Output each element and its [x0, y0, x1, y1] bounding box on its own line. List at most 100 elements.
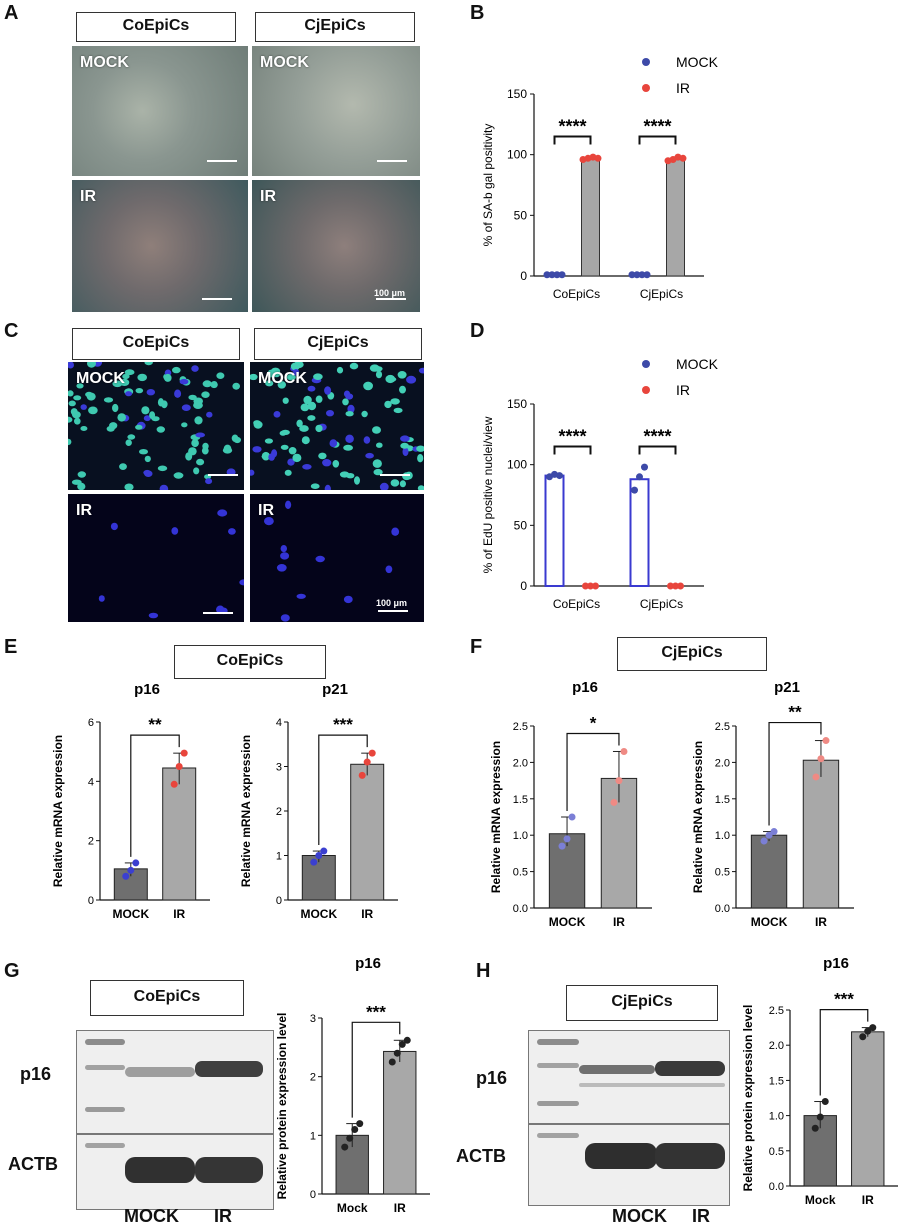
lane-label-mock: MOCK [124, 1206, 179, 1226]
x-tick-label: IR [815, 915, 827, 926]
nucleus [296, 593, 306, 599]
label-cjepics-f: CjEpiCs [617, 637, 767, 671]
data-point [568, 813, 576, 821]
micro-label: MOCK [258, 370, 307, 387]
y-tick-label: 2.0 [715, 757, 730, 769]
legend-label: IR [676, 80, 690, 96]
nucleus [322, 459, 332, 467]
nucleus [318, 452, 327, 460]
scale-bar [208, 474, 238, 476]
nucleus [265, 380, 274, 387]
micrograph-a-cjepics-mock: MOCK [252, 46, 420, 176]
nucleus [228, 528, 236, 535]
bar [162, 767, 197, 901]
nucleus [390, 398, 400, 405]
y-tick-label: 0 [88, 895, 94, 907]
panel-letter-d: D [470, 320, 485, 342]
blot-label-actb: ACTB [8, 1154, 58, 1174]
x-tick-label: IR [173, 907, 185, 920]
nucleus [277, 381, 286, 389]
nucleus [119, 463, 127, 470]
data-point [341, 1143, 349, 1151]
nucleus [375, 370, 383, 379]
nucleus [250, 373, 258, 381]
panel-letter-f: F [470, 636, 483, 658]
nucleus [280, 545, 287, 553]
nuclei-field [68, 362, 241, 490]
chart-title: p16 [355, 955, 381, 972]
data-point [310, 858, 318, 866]
nucleus [202, 380, 212, 388]
nucleus [80, 426, 88, 431]
nucleus [87, 362, 96, 368]
y-tick-label: 0 [520, 579, 527, 593]
data-point [592, 582, 599, 590]
nucleus [179, 378, 189, 385]
nucleus [390, 479, 400, 487]
y-tick-label: 2.5 [715, 721, 730, 733]
data-point [558, 842, 566, 850]
sig-bracket [553, 445, 592, 455]
nucleus [80, 404, 87, 410]
nucleus [264, 517, 274, 526]
nucleus [201, 391, 210, 398]
y-tick-label: 0 [276, 895, 282, 907]
panel-letter-a: A [4, 2, 19, 24]
nucleus [307, 415, 316, 421]
nucleus [264, 438, 273, 444]
data-point [770, 828, 778, 836]
nucleus [376, 442, 383, 448]
nucleus [88, 406, 98, 415]
micro-label: IR [76, 502, 92, 519]
nucleus [70, 408, 78, 416]
nucleus [384, 400, 392, 409]
bar [301, 855, 336, 901]
data-point [170, 780, 178, 788]
y-axis-label: % of SA-b gal positivity [481, 124, 495, 247]
sig-label: **** [643, 116, 671, 136]
nucleus [372, 459, 382, 468]
chart-title: p16 [134, 681, 160, 698]
y-tick-label: 0.0 [715, 903, 730, 915]
nucleus [119, 378, 130, 386]
nuclei-field [250, 362, 424, 490]
nucleus [196, 458, 205, 466]
micrograph-c-coepics-ir: IR [68, 494, 244, 622]
nucleus [267, 369, 274, 378]
panel-letter-h: H [476, 960, 491, 982]
nucleus [372, 426, 381, 434]
nucleus [296, 419, 303, 428]
nucleus [288, 447, 297, 455]
y-tick-label: 1.0 [513, 830, 528, 842]
micrograph-c-cjepics-ir: IR 100 μm [250, 494, 424, 622]
x-tick-label: Mock [805, 1193, 836, 1207]
panel-letter-b: B [470, 2, 485, 24]
label-coepics-a: CoEpiCs [76, 12, 236, 42]
nucleus [181, 404, 191, 411]
y-tick-label: 1 [310, 1130, 316, 1142]
bar [383, 1050, 417, 1195]
nucleus [369, 364, 380, 372]
nucleus [402, 447, 409, 456]
sig-bracket [318, 734, 368, 846]
data-point [594, 154, 602, 162]
nucleus [143, 415, 151, 422]
nucleus [292, 453, 302, 463]
data-point [346, 1134, 354, 1142]
nucleus [285, 500, 292, 509]
y-tick-label: 4 [88, 776, 94, 788]
chart-title: p16 [572, 679, 598, 696]
sig-bracket [130, 734, 180, 857]
data-point [765, 831, 773, 839]
nucleus [299, 425, 309, 432]
y-tick-label: 150 [507, 397, 527, 411]
y-tick-label: 100 [507, 458, 527, 472]
nucleus [276, 564, 287, 572]
data-point [127, 866, 135, 874]
nucleus [239, 579, 244, 586]
y-tick-label: 2.0 [513, 757, 528, 769]
nucleus [210, 381, 218, 389]
sig-bracket [638, 135, 677, 145]
nucleus [273, 411, 281, 418]
nucleus [284, 469, 292, 476]
